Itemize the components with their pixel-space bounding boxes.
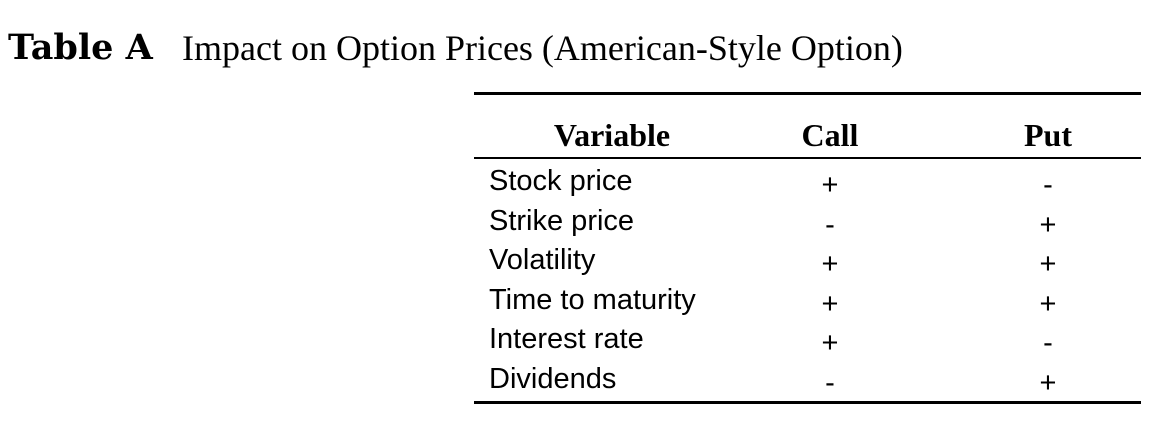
cell-call: + (821, 169, 839, 201)
cell-variable: Volatility (489, 244, 596, 277)
cell-put: + (1039, 366, 1057, 399)
cell-variable: Time to maturity (489, 283, 696, 316)
table-header-rule (474, 157, 1141, 159)
table-label: Table A (8, 27, 153, 68)
table-top-rule (474, 92, 1141, 95)
cell-call: - (825, 366, 835, 399)
cell-put: + (1039, 248, 1057, 281)
table-row: Dividends - + (474, 359, 1141, 399)
cell-call: + (821, 287, 839, 320)
table-title: Impact on Option Prices (American-Style … (182, 28, 903, 68)
cell-put: - (1043, 327, 1053, 360)
table-body: Stock price + - Strike price - + Volatil… (474, 159, 1141, 399)
header-variable: Variable (553, 117, 671, 153)
header-put: Put (1024, 117, 1072, 153)
table-row: Strike price - + (474, 201, 1141, 241)
cell-variable: Dividends (489, 362, 617, 395)
table-header-row: Variable Call Put (474, 95, 1141, 157)
cell-call: + (821, 327, 839, 360)
table-caption: Table A Impact on Option Prices (America… (8, 24, 903, 72)
cell-variable: Interest rate (489, 323, 644, 356)
table-row: Time to maturity + + (474, 280, 1141, 320)
table-bottom-rule (474, 400, 1141, 404)
cell-put: + (1039, 208, 1057, 241)
cell-put: + (1039, 287, 1057, 320)
table-row: Volatility + + (474, 240, 1141, 280)
option-impact-table: Variable Call Put Stock price + - Strike… (474, 92, 1141, 404)
cell-variable: Strike price (489, 204, 635, 237)
cell-variable: Stock price (489, 165, 633, 197)
cell-call: - (825, 208, 835, 241)
header-call: Call (801, 117, 859, 153)
table-row: Interest rate + - (474, 319, 1141, 359)
cell-call: + (821, 248, 839, 281)
cell-put: - (1043, 169, 1053, 201)
table-row: Stock price + - (474, 161, 1141, 201)
